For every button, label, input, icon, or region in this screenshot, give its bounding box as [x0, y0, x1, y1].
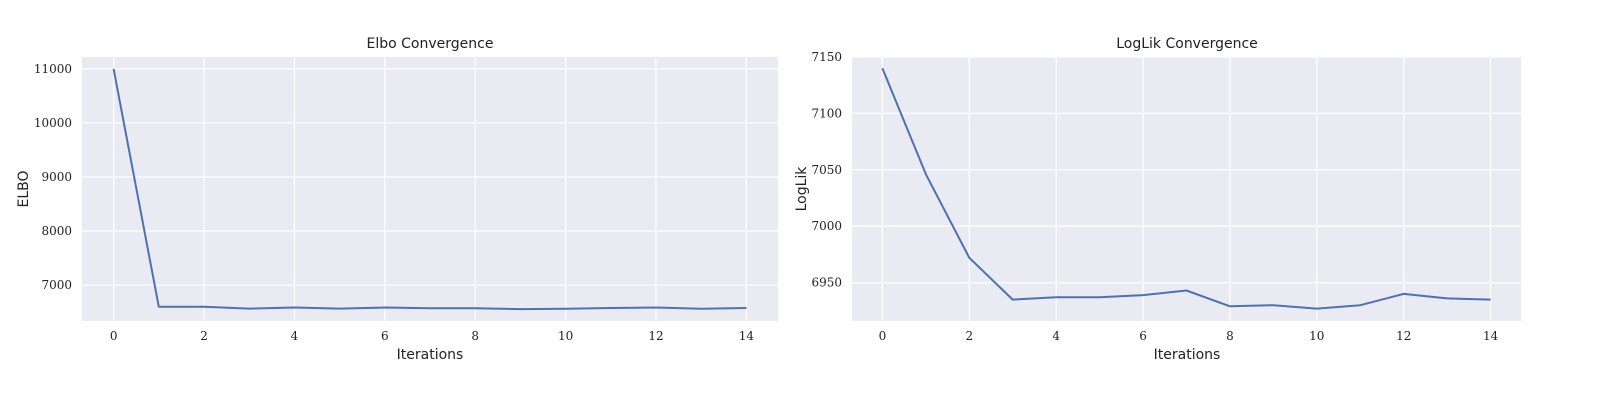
elbo-y-axis-label: ELBO — [16, 170, 32, 207]
loglik-gridlines — [852, 56, 1521, 321]
loglik-x-tick-label: 8 — [1226, 329, 1234, 343]
elbo-x-tick-label: 4 — [291, 329, 299, 343]
loglik-x-tick-label: 12 — [1396, 329, 1411, 343]
loglik-x-tick-label: 0 — [879, 329, 887, 343]
elbo-y-tick-label: 9000 — [41, 170, 72, 184]
loglik-series-line — [881, 67, 1491, 310]
elbo-x-tick-label: 6 — [381, 329, 389, 343]
elbo-x-tick-label: 12 — [648, 329, 663, 343]
loglik-x-tick-label: 4 — [1052, 329, 1060, 343]
elbo-chart-title: Elbo Convergence — [367, 36, 494, 52]
loglik-x-ticks: 0 2 4 6 8 10 12 14 — [879, 329, 1499, 343]
loglik-x-tick-label: 6 — [1139, 329, 1147, 343]
loglik-y-tick-label: 7050 — [811, 163, 842, 177]
elbo-y-tick-label: 8000 — [41, 224, 72, 238]
elbo-x-tick-label: 10 — [558, 329, 573, 343]
loglik-y-tick-label: 6950 — [811, 276, 842, 290]
elbo-y-tick-label: 11000 — [34, 62, 72, 76]
elbo-y-tick-label: 10000 — [34, 116, 72, 130]
loglik-y-tick-label: 7150 — [811, 50, 842, 64]
loglik-y-ticks: 6950 7000 7050 7100 7150 — [811, 50, 842, 290]
elbo-x-tick-label: 14 — [739, 329, 755, 343]
elbo-x-axis-label: Iterations — [397, 347, 464, 363]
loglik-x-tick-label: 2 — [965, 329, 973, 343]
loglik-y-axis-label: LogLik — [794, 166, 810, 212]
elbo-y-tick-label: 7000 — [41, 278, 72, 292]
elbo-series-line — [112, 68, 747, 311]
elbo-x-tick-label: 0 — [110, 329, 118, 343]
loglik-x-tick-label: 14 — [1483, 329, 1499, 343]
loglik-plot-area — [852, 57, 1521, 321]
elbo-y-ticks: 7000 8000 9000 10000 11000 — [34, 62, 72, 292]
loglik-chart-title: LogLik Convergence — [1116, 36, 1258, 52]
elbo-gridlines — [82, 57, 778, 321]
loglik-y-tick-label: 7000 — [811, 219, 842, 233]
loglik-y-tick-label: 7100 — [811, 106, 842, 120]
loglik-x-axis-label: Iterations — [1154, 347, 1221, 363]
elbo-x-tick-label: 8 — [471, 329, 479, 343]
elbo-chart: 0 2 4 6 8 10 12 14 7000 8000 9000 10000 11000 Elbo … — [16, 36, 778, 363]
elbo-plot-area — [82, 57, 778, 321]
elbo-x-tick-label: 2 — [200, 329, 208, 343]
loglik-chart: 0 2 4 6 8 10 12 14 6950 7000 7050 7100 7150 LogLik … — [794, 36, 1521, 363]
loglik-x-tick-label: 10 — [1309, 329, 1324, 343]
elbo-x-ticks: 0 2 4 6 8 10 12 14 — [110, 329, 755, 343]
